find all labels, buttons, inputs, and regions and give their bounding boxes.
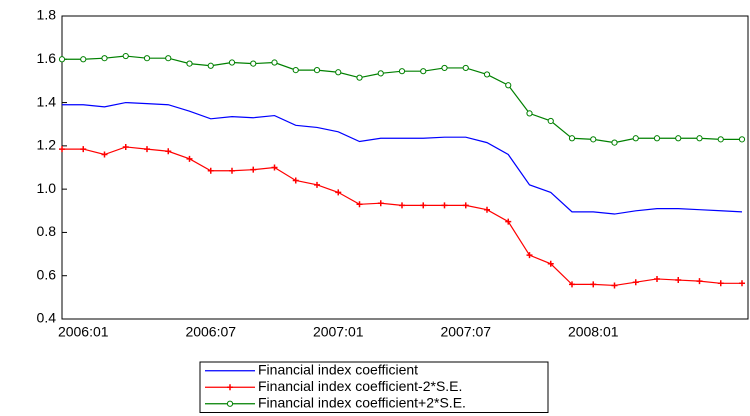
point-marker <box>377 70 384 77</box>
point-marker <box>101 55 108 62</box>
point-marker <box>207 167 214 174</box>
point-marker <box>186 155 193 162</box>
x-tick-label: 2008:01 <box>568 324 619 340</box>
point-marker <box>186 60 193 67</box>
point-marker <box>101 151 108 158</box>
point-marker <box>399 202 405 209</box>
point-marker <box>58 56 66 63</box>
legend-label: Financial index coefficient <box>258 361 418 377</box>
point-marker <box>717 136 724 143</box>
point-marker <box>229 167 235 174</box>
point-marker <box>80 56 87 63</box>
point-marker <box>271 59 278 66</box>
point-marker <box>505 82 512 89</box>
y-tick-label: 1.6 <box>37 50 57 66</box>
point-marker <box>547 117 554 125</box>
point-marker <box>675 135 682 142</box>
point-marker <box>165 148 172 155</box>
point-marker <box>80 146 87 153</box>
point-marker <box>611 282 618 289</box>
point-marker <box>611 139 618 146</box>
point-marker <box>292 177 299 184</box>
point-marker <box>165 55 172 62</box>
legend-box <box>199 361 549 413</box>
point-marker <box>335 69 342 76</box>
point-marker <box>398 68 406 75</box>
point-marker <box>292 67 299 74</box>
point-marker <box>143 55 151 62</box>
point-marker <box>483 71 491 78</box>
point-marker <box>271 164 278 171</box>
point-marker <box>675 277 682 284</box>
point-marker <box>462 64 469 72</box>
point-marker <box>228 59 236 66</box>
x-tick-label: 2007:07 <box>440 324 491 340</box>
point-marker <box>335 189 342 196</box>
plot-frame <box>61 15 749 320</box>
point-marker <box>484 206 490 213</box>
series-line <box>62 146 742 287</box>
y-tick-label: 1.4 <box>37 93 57 109</box>
point-marker <box>207 62 214 69</box>
legend-label: Financial index coefficient+2*S.E. <box>258 394 466 410</box>
y-tick-label: 1.2 <box>37 137 57 153</box>
y-tick-label: 0.4 <box>37 310 57 326</box>
x-tick-label: 2006:07 <box>185 324 236 340</box>
point-marker <box>356 74 363 81</box>
point-marker <box>313 67 321 74</box>
point-marker <box>632 279 639 286</box>
point-marker <box>526 252 533 259</box>
y-tick-label: 1.8 <box>37 7 57 23</box>
x-tick-label: 2006:01 <box>58 324 109 340</box>
point-marker <box>462 202 469 209</box>
point-marker <box>654 275 660 282</box>
point-marker <box>526 110 533 117</box>
point-marker <box>420 68 427 75</box>
point-marker <box>590 136 597 143</box>
point-marker <box>59 146 65 153</box>
y-tick-label: 0.8 <box>37 223 57 239</box>
point-marker <box>653 135 661 142</box>
point-marker <box>717 280 724 287</box>
point-marker <box>250 60 257 67</box>
series-line <box>62 101 743 215</box>
point-marker <box>738 136 746 143</box>
point-marker <box>632 135 639 142</box>
legend-marker <box>226 400 234 407</box>
point-marker <box>590 281 597 288</box>
y-tick-label: 1.0 <box>37 180 57 196</box>
point-marker <box>739 280 745 287</box>
legend-label: Financial index coefficient-2*S.E. <box>258 378 462 394</box>
y-tick-label: 0.6 <box>37 266 57 282</box>
point-marker <box>505 218 512 225</box>
point-marker <box>441 64 448 72</box>
point-marker <box>547 260 554 267</box>
point-marker <box>122 143 129 150</box>
point-marker <box>144 146 150 153</box>
point-marker <box>569 281 575 288</box>
point-marker <box>696 135 703 142</box>
point-marker <box>441 202 448 209</box>
point-marker <box>420 202 427 209</box>
x-tick-label: 2007:01 <box>313 324 364 340</box>
point-marker <box>377 200 384 207</box>
point-marker <box>250 166 257 173</box>
point-marker <box>314 181 320 188</box>
point-marker <box>356 201 363 208</box>
legend-marker <box>227 384 233 391</box>
point-marker <box>122 52 129 60</box>
point-marker <box>696 278 703 285</box>
point-marker <box>568 135 576 142</box>
